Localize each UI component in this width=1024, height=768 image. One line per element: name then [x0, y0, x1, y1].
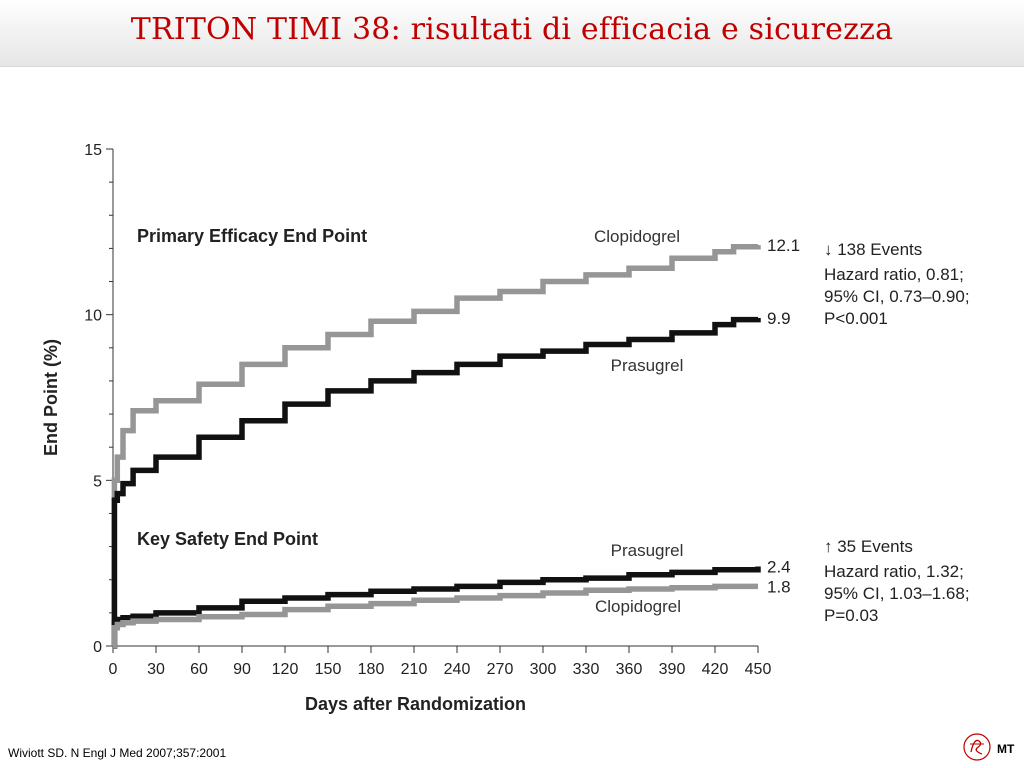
- end-value-label: 12.1: [767, 236, 800, 255]
- annotation-line: Hazard ratio, 1.32;: [824, 562, 964, 581]
- series-label: Clopidogrel: [595, 597, 681, 616]
- annotation-line: 95% CI, 1.03–1.68;: [824, 584, 970, 603]
- y-tick-label: 5: [93, 473, 102, 490]
- x-tick-label: 150: [315, 661, 342, 678]
- x-tick-label: 90: [233, 661, 251, 678]
- series-label: Clopidogrel: [594, 227, 680, 246]
- annotation-line: P=0.03: [824, 606, 878, 625]
- panel-heading: Primary Efficacy End Point: [137, 226, 367, 246]
- annotation-line: ↑ 35 Events: [824, 537, 913, 556]
- series-label: Prasugrel: [611, 541, 684, 560]
- end-value-label: 2.4: [767, 557, 791, 576]
- annotation-line: 95% CI, 0.73–0.90;: [824, 287, 970, 306]
- x-tick-label: 270: [487, 661, 514, 678]
- series-line-prasugrel-panel1: [111, 316, 761, 649]
- x-tick-label: 180: [358, 661, 385, 678]
- panel-heading: Key Safety End Point: [137, 529, 318, 549]
- x-tick-label: 390: [659, 661, 686, 678]
- series-line-prasugrel-panel2: [111, 566, 761, 649]
- series-line-clopidogrel-panel1: [111, 243, 761, 649]
- x-tick-label: 60: [190, 661, 208, 678]
- y-tick-label: 15: [84, 142, 102, 159]
- annotation-line: Hazard ratio, 0.81;: [824, 265, 964, 284]
- slide-title: TRITON TIMI 38: risultati di efficacia e…: [130, 12, 894, 47]
- annotation-line: ↓ 138 Events: [824, 240, 922, 259]
- y-axis-title: End Point (%): [41, 339, 61, 456]
- x-tick-label: 0: [109, 661, 118, 678]
- chart-lines: [111, 243, 761, 649]
- x-tick-label: 450: [745, 661, 772, 678]
- author-logo-icon: [963, 733, 991, 761]
- series-label: Prasugrel: [611, 356, 684, 375]
- series-line-clopidogrel-panel2: [111, 583, 758, 649]
- title-bar: TRITON TIMI 38: risultati di efficacia e…: [0, 0, 1024, 67]
- x-tick-label: 210: [401, 661, 428, 678]
- y-tick-label: 0: [93, 639, 102, 656]
- x-tick-label: 30: [147, 661, 165, 678]
- x-tick-label: 360: [616, 661, 643, 678]
- end-value-label: 9.9: [767, 309, 791, 328]
- x-tick-label: 120: [272, 661, 299, 678]
- chart-labels: Primary Efficacy End Point Key Safety End…: [137, 226, 970, 625]
- x-axis-title: Days after Randomization: [305, 694, 526, 714]
- x-tick-label: 300: [530, 661, 557, 678]
- x-tick-label: 330: [573, 661, 600, 678]
- citation: Wiviott SD. N Engl J Med 2007;357:2001: [8, 746, 227, 760]
- x-tick-label: 240: [444, 661, 471, 678]
- end-value-label: 1.8: [767, 577, 791, 596]
- x-tick-label: 420: [702, 661, 729, 678]
- annotation-line: P<0.001: [824, 309, 888, 328]
- y-tick-label: 10: [84, 308, 102, 325]
- author-initials: MT: [997, 742, 1015, 756]
